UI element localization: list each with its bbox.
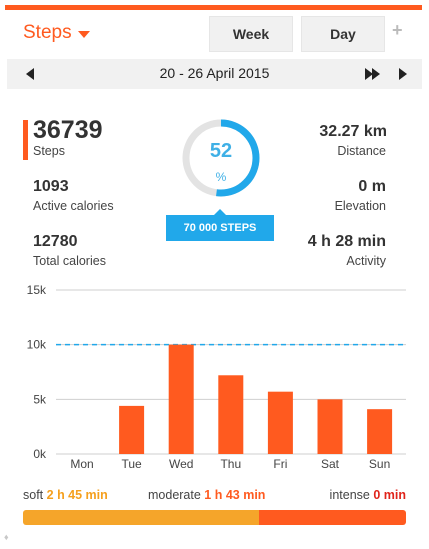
active-calories-label: Active calories	[33, 199, 114, 213]
intensity-bar-soft	[23, 510, 259, 525]
moderate-label: moderate	[148, 488, 201, 502]
goal-progress-ring	[182, 119, 260, 197]
x-tick-label: Wed	[169, 457, 193, 471]
intense-intensity: intense 0 min	[330, 488, 406, 502]
activity-label: Activity	[346, 254, 386, 268]
caret-down-icon	[77, 30, 90, 38]
steps-accent-marker	[23, 120, 28, 160]
active-calories-value: 1093	[33, 178, 69, 195]
intensity-summary: soft 2 h 45 min moderate 1 h 43 min inte…	[23, 488, 406, 504]
intense-value: 0 min	[373, 488, 406, 502]
goal-steps-badge: 70 000 STEPS	[166, 209, 274, 241]
steps-bar-chart: 0k 5k 10k 15k Mon Tue Wed Thu Fri Sat Sun	[27, 283, 406, 471]
y-tick-label: 15k	[27, 283, 47, 297]
total-calories-label: Total calories	[33, 254, 106, 268]
goal-percent: 52	[209, 140, 233, 162]
watermark: ♦	[4, 532, 9, 542]
total-calories-value: 12780	[33, 233, 78, 250]
moderate-value: 1 h 43 min	[204, 488, 266, 502]
y-tick-label: 5k	[33, 392, 47, 406]
bar-sun	[367, 409, 393, 454]
moderate-intensity: moderate 1 h 43 min	[148, 488, 265, 502]
tab-week[interactable]: Week	[209, 16, 293, 52]
bar-tue	[119, 405, 145, 454]
bar-thu	[218, 375, 244, 454]
x-tick-label: Thu	[220, 457, 241, 471]
fast-forward-icon[interactable]	[365, 68, 373, 80]
bar-fri	[267, 391, 293, 454]
steps-label: Steps	[33, 144, 65, 158]
distance-value: 32.27 km	[319, 123, 387, 140]
x-tick-label: Tue	[121, 457, 142, 471]
x-tick-label: Mon	[70, 457, 93, 471]
y-tick-label: 10k	[27, 338, 47, 352]
x-tick-label: Fri	[273, 457, 287, 471]
metric-title: Steps	[23, 22, 72, 43]
steps-value: 36739	[33, 116, 103, 144]
tab-day[interactable]: Day	[301, 16, 385, 52]
fast-forward-icon-part[interactable]	[372, 68, 380, 80]
elevation-label: Elevation	[334, 199, 386, 213]
previous-arrow-icon[interactable]	[26, 68, 34, 80]
next-arrow-icon[interactable]	[399, 68, 407, 80]
top-accent-bar	[5, 5, 422, 10]
intensity-bar	[23, 510, 406, 525]
x-tick-label: Sun	[369, 457, 390, 471]
plus-icon[interactable]: +	[392, 20, 403, 40]
metric-selector[interactable]: Steps	[23, 22, 90, 44]
intense-label: intense	[329, 488, 370, 502]
intensity-bar-moderate	[258, 510, 406, 525]
y-tick-label: 0k	[33, 447, 47, 461]
soft-value: 2 h 45 min	[46, 488, 108, 502]
x-tick-label: Sat	[321, 457, 340, 471]
date-range: 20 - 26 April 2015	[159, 65, 270, 81]
date-navigator: 20 - 26 April 2015	[7, 59, 422, 89]
soft-label: soft	[23, 488, 44, 502]
bar-wed	[168, 344, 194, 454]
distance-label: Distance	[337, 144, 386, 158]
elevation-value: 0 m	[358, 178, 386, 195]
activity-value: 4 h 28 min	[307, 233, 386, 250]
goal-percent-unit: %	[215, 170, 227, 184]
bar-sat	[317, 399, 343, 454]
soft-intensity: soft 2 h 45 min	[23, 488, 108, 502]
